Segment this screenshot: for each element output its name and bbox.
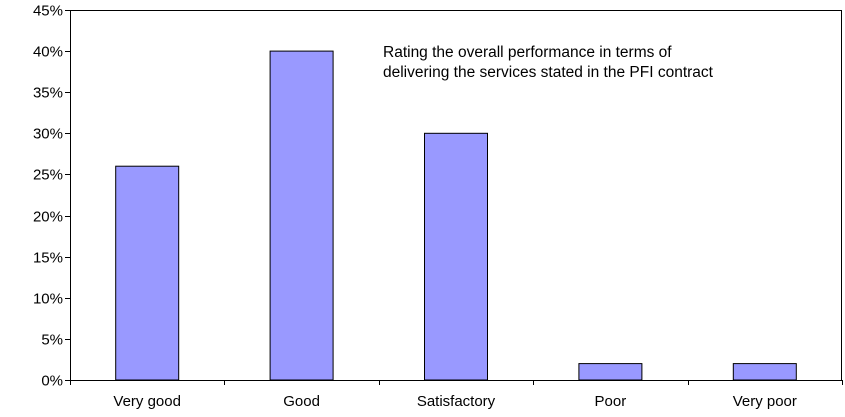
- bar-good: [269, 50, 334, 381]
- x-category-label: Poor: [595, 393, 627, 410]
- y-tick-label: 10%: [33, 291, 63, 308]
- y-tick-label: 35%: [33, 85, 63, 102]
- y-tick-label: 5%: [41, 332, 63, 349]
- y-tick-label: 30%: [33, 126, 63, 143]
- y-tick-label: 40%: [33, 44, 63, 61]
- category-labels: Very good Good Satisfactory Poor Very poor: [113, 393, 796, 410]
- x-category-label: Satisfactory: [417, 393, 496, 410]
- y-tick-label: 25%: [33, 167, 63, 184]
- bar-satisfactory: [424, 132, 488, 381]
- x-axis-ticks: [70, 380, 843, 385]
- x-category-label: Very poor: [733, 393, 797, 410]
- y-tick-label: 15%: [33, 250, 63, 267]
- bar-poor: [578, 363, 643, 381]
- x-category-label: Good: [283, 393, 320, 410]
- bars-group: [115, 50, 797, 381]
- bar-very-good: [115, 165, 180, 381]
- chart-annotation-line-2: delivering the services stated in the PF…: [383, 64, 714, 81]
- y-tick-label: 20%: [33, 209, 63, 226]
- x-category-label: Very good: [113, 393, 181, 410]
- bar-very-poor: [732, 363, 797, 381]
- chart-annotation-line-1: Rating the overall performance in terms …: [383, 44, 672, 61]
- y-axis-ticks: 0% 5% 10% 15% 20% 25% 30% 35% 40% 45%: [33, 3, 70, 390]
- y-tick-label: 0%: [41, 373, 63, 390]
- y-tick-label: 45%: [33, 3, 63, 20]
